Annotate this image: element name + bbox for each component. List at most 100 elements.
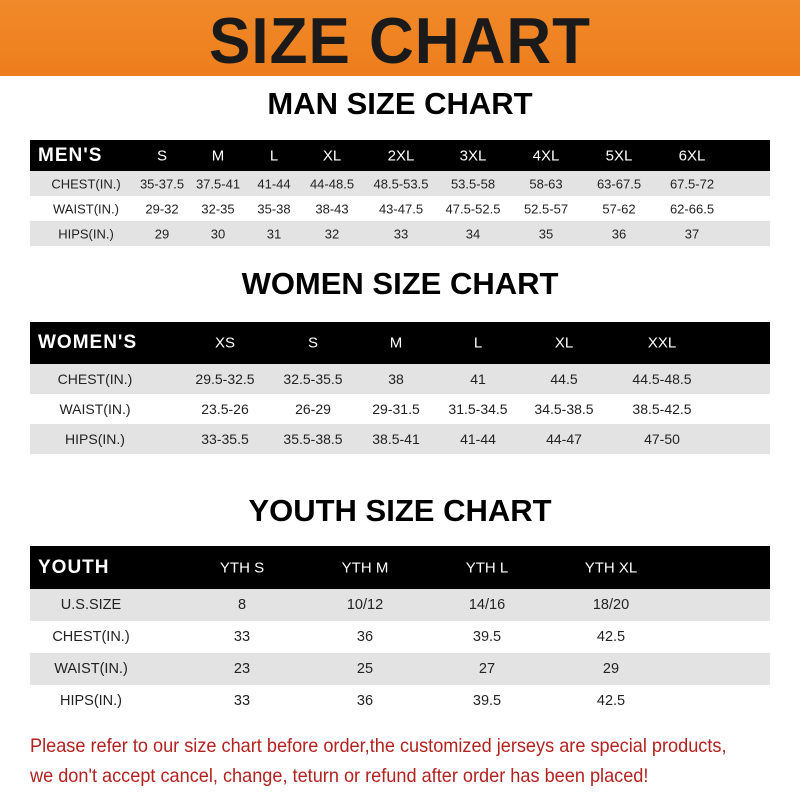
cell-value: 29 xyxy=(602,661,620,677)
row-label: HIPS(IN.) xyxy=(59,693,123,709)
banner-title: SIZE CHART xyxy=(209,5,591,78)
cell-value: 36 xyxy=(356,629,374,645)
size-header: L xyxy=(473,334,483,352)
cell-value: 42.5 xyxy=(596,693,626,709)
table-row: WAIST(IN.) 23 25 27 29 xyxy=(30,653,770,685)
cell-value: 44.5-48.5 xyxy=(632,371,692,387)
cell-value: 31.5-34.5 xyxy=(448,401,508,417)
cell-value: 38.5-41 xyxy=(372,431,420,447)
cell-value: 67.5-72 xyxy=(669,176,715,191)
cell-value: 36 xyxy=(611,226,627,241)
cell-value: 14/16 xyxy=(468,597,506,613)
table-row: HIPS(IN.) 33 36 39.5 42.5 xyxy=(30,685,770,717)
cell-value: 41 xyxy=(470,371,486,387)
cell-value: 47-50 xyxy=(644,431,680,447)
cell-value: 32.5-35.5 xyxy=(283,371,343,387)
size-header: L xyxy=(269,147,279,164)
cell-value: 29-31.5 xyxy=(372,401,420,417)
cell-value: 35-38 xyxy=(257,201,291,216)
cell-value: 25 xyxy=(356,661,374,677)
cell-value: 53.5-58 xyxy=(450,176,496,191)
cell-value: 29 xyxy=(154,226,170,241)
cell-value: 33 xyxy=(233,629,251,645)
notice-line-1: Please refer to our size chart before or… xyxy=(30,735,727,757)
row-label: CHEST(IN.) xyxy=(52,629,130,645)
cell-value: 43-47.5 xyxy=(378,201,424,216)
cell-value: 44-48.5 xyxy=(309,176,355,191)
cell-value: 10/12 xyxy=(346,597,384,613)
cell-value: 32-35 xyxy=(201,201,235,216)
size-header: XL xyxy=(322,147,342,164)
cell-value: 30 xyxy=(210,226,226,241)
cell-value: 57-62 xyxy=(602,201,636,216)
women-size-table: WOMEN'S XS S M L XL XXL CHEST(IN.) 29.5-32.5 32.5… xyxy=(30,322,770,456)
size-header: YTH XL xyxy=(584,559,638,576)
cell-value: 38.5-42.5 xyxy=(632,401,692,417)
youth-header-row: YOUTH YTH S YTH M YTH L YTH XL xyxy=(30,546,770,589)
women-title: WOMEN SIZE CHART xyxy=(241,266,559,301)
cell-value: 23.5-26 xyxy=(201,401,249,417)
cell-value: 33-35.5 xyxy=(201,431,249,447)
banner: SIZE CHART xyxy=(0,0,800,78)
cell-value: 27 xyxy=(478,661,496,677)
cell-value: 47.5-52.5 xyxy=(445,201,501,216)
size-header: 5XL xyxy=(605,147,633,164)
size-header: M xyxy=(211,147,225,164)
cell-value: 37.5-41 xyxy=(195,176,241,191)
cell-value: 31 xyxy=(266,226,282,241)
row-label: CHEST(IN.) xyxy=(57,371,133,387)
table-row: CHEST(IN.) 29.5-32.5 32.5-35.5 38 41 44.5 44.5… xyxy=(30,364,770,394)
table-row: HIPS(IN.) 29 30 31 32 33 34 35 36 37 xyxy=(30,221,770,246)
size-header: 4XL xyxy=(532,147,560,164)
men-title: MAN SIZE CHART xyxy=(267,86,533,121)
row-label: U.S.SIZE xyxy=(60,597,122,613)
cell-value: 58-63 xyxy=(529,176,563,191)
women-header-row: WOMEN'S XS S M L XL XXL xyxy=(30,322,770,364)
row-label: WAIST(IN.) xyxy=(54,661,128,677)
youth-title: YOUTH SIZE CHART xyxy=(248,493,552,528)
size-header: XL xyxy=(554,334,574,352)
size-header: 3XL xyxy=(459,147,487,164)
cell-value: 41-44 xyxy=(257,176,291,191)
men-size-table: MEN'S S M L XL 2XL 3XL 4XL 5XL 6XL CHEST(IN.) 35-37… xyxy=(30,140,770,246)
cell-value: 29.5-32.5 xyxy=(195,371,255,387)
men-header-row: MEN'S S M L XL 2XL 3XL 4XL 5XL 6XL xyxy=(30,140,770,171)
row-label: HIPS(IN.) xyxy=(58,226,114,241)
row-label: WAIST(IN.) xyxy=(59,401,131,417)
cell-value: 39.5 xyxy=(472,629,502,645)
table-label: WOMEN'S xyxy=(38,332,138,353)
cell-value: 38-43 xyxy=(315,201,349,216)
cell-value: 18/20 xyxy=(592,597,630,613)
cell-value: 36 xyxy=(356,693,374,709)
table-label: MEN'S xyxy=(38,144,103,166)
cell-value: 32 xyxy=(324,226,340,241)
cell-value: 39.5 xyxy=(472,693,502,709)
size-header: M xyxy=(389,334,403,352)
cell-value: 44.5 xyxy=(550,371,578,387)
cell-value: 8 xyxy=(237,597,247,613)
cell-value: 37 xyxy=(684,226,700,241)
cell-value: 34.5-38.5 xyxy=(534,401,594,417)
cell-value: 41-44 xyxy=(460,431,496,447)
table-row: CHEST(IN.) 33 36 39.5 42.5 xyxy=(30,621,770,653)
notice-line-2: we don't accept cancel, change, teturn o… xyxy=(30,765,649,787)
cell-value: 38 xyxy=(388,371,404,387)
cell-value: 44-47 xyxy=(546,431,582,447)
cell-value: 63-67.5 xyxy=(596,176,642,191)
cell-value: 26-29 xyxy=(295,401,331,417)
size-header: YTH L xyxy=(465,559,509,576)
table-row: U.S.SIZE 8 10/12 14/16 18/20 xyxy=(30,589,770,621)
row-label: HIPS(IN.) xyxy=(65,431,125,447)
table-row: CHEST(IN.) 35-37.5 37.5-41 41-44 44-48.5 48.5… xyxy=(30,171,770,196)
row-label: WAIST(IN.) xyxy=(53,201,119,216)
cell-value: 52.5-57 xyxy=(523,201,569,216)
table-row: HIPS(IN.) 33-35.5 35.5-38.5 38.5-41 41-44 44-… xyxy=(30,424,770,454)
table-label: YOUTH xyxy=(38,556,110,578)
table-row: WAIST(IN.) 23.5-26 26-29 29-31.5 31.5-34.5 34… xyxy=(30,394,770,424)
cell-value: 33 xyxy=(393,226,409,241)
size-header: S xyxy=(307,334,319,352)
youth-size-table: YOUTH YTH S YTH M YTH L YTH XL U.S.SIZE 8 10/12… xyxy=(30,546,770,718)
cell-value: 62-66.5 xyxy=(669,201,715,216)
row-label: CHEST(IN.) xyxy=(51,176,121,191)
size-header: S xyxy=(156,147,168,164)
